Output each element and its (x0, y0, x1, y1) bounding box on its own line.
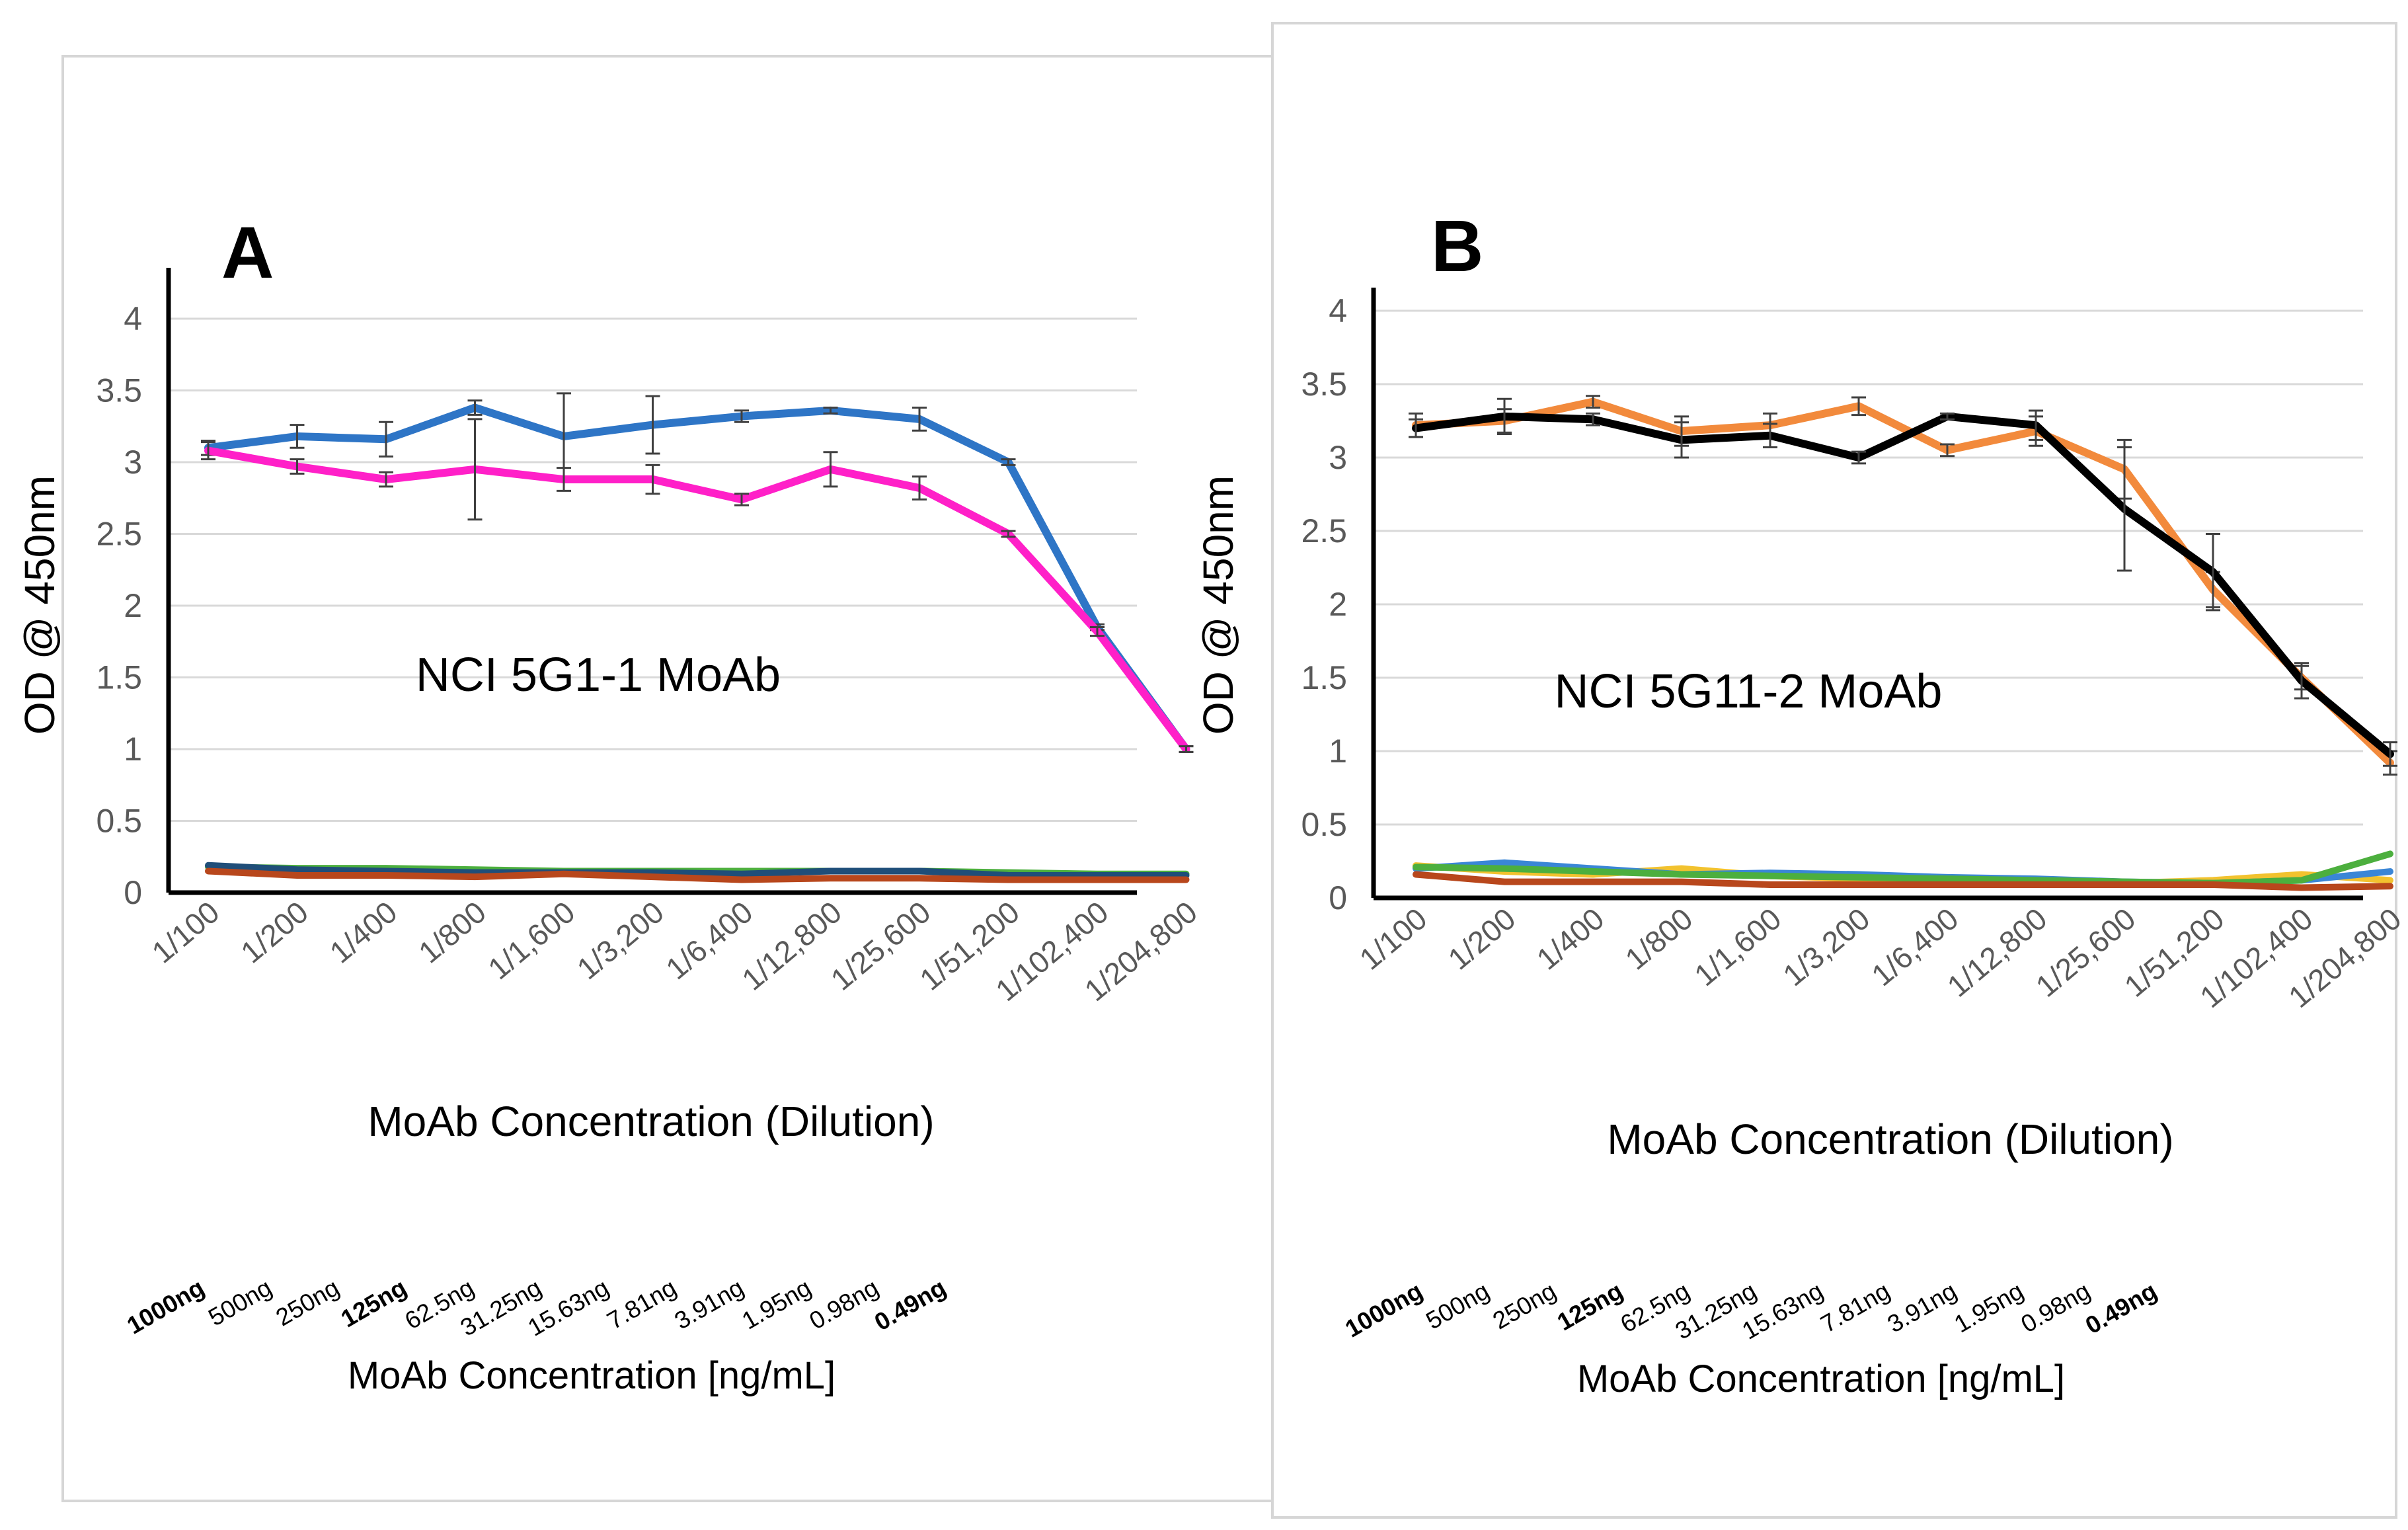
panel-b: B 00.511.522.533.54 1/100 1/200 1/400 1/800… (1194, 22, 2407, 1519)
panel-a-series-magenta-error-bar (912, 475, 927, 501)
panel-b-series (1409, 395, 2397, 891)
panel-b-y-tick-label: 0.5 (1301, 806, 1347, 843)
panel-a-series-blue-error-bar (734, 409, 749, 423)
panel-a-series-magenta-error-bar (557, 467, 571, 492)
panel-b-y-tick-label: 1 (1329, 733, 1347, 770)
panel-b-y-tick-label: 3.5 (1301, 366, 1347, 403)
panel-a-series-magenta-line (204, 446, 1190, 753)
panel-b-y-tick-label: 3 (1329, 439, 1347, 476)
panel-b-series-brown-line (1413, 871, 2393, 891)
panel-a-series-blue-error-bar (912, 407, 927, 432)
panel-a-series-magenta-error-bar (823, 451, 838, 488)
panel-a-series-blue-error-bar (379, 421, 393, 458)
panel-a-y-tick-label: 1 (124, 731, 142, 768)
panel-a-series-blue-error-bar (645, 395, 660, 455)
panel-b-x-label: MoAb Concentration (Dilution) (1607, 1115, 2173, 1163)
panel-a-x-label: MoAb Concentration (Dilution) (368, 1098, 934, 1145)
panel-b-series-black-error-bar (2029, 409, 2043, 441)
panel-b-y-tick-label: 2.5 (1301, 512, 1347, 549)
panel-a-y-tick-label: 1.5 (96, 659, 142, 696)
panel-b-series-black-error-bar (2294, 662, 2309, 700)
panel-b-y-tick-label: 1.5 (1301, 659, 1347, 696)
panel-a-series-blue-error-bar (1001, 458, 1016, 466)
panel-b-series-black-error-bar (1409, 418, 1423, 438)
panel-a-series-magenta-error-bar (467, 418, 483, 521)
panel-a-y-tick-label: 2.5 (96, 516, 142, 553)
panel-a-y-tick-label: 2 (124, 587, 142, 624)
panel-b-gridlines (1374, 309, 2363, 826)
panel-b-concentration-title: MoAb Concentration [ng/mL] (1577, 1357, 2065, 1400)
panel-b-series-orange-error-bar (1940, 443, 1955, 458)
panel-a-series-navy-line (205, 862, 1190, 879)
panel-a-letter: A (221, 212, 274, 294)
panel-b-series-black-error-bar (2117, 446, 2132, 572)
panel-a-gridlines (169, 317, 1137, 822)
panel-b-series-black-error-bar (1674, 421, 1689, 459)
panel-b-frame (1271, 22, 2397, 1519)
panel-b-y-label: OD @ 450nm (1194, 475, 1242, 735)
panel-a-y-tick-label: 3 (124, 444, 142, 481)
panel-a-frame (61, 55, 1274, 1502)
panel-a-series-magenta-error-bar (201, 441, 215, 461)
panel-b-y-tick-label: 0 (1329, 879, 1347, 916)
panel-a-y-tick-label: 4 (124, 300, 142, 337)
panel-b-series-orange-error-bar (1586, 395, 1600, 409)
panel-b-series-orange-error-bar (1851, 396, 1866, 417)
panel-a-series-magenta-error-bar (645, 463, 660, 495)
panel-a-y-tick-label: 0.5 (96, 803, 142, 840)
panel-a-series-blue-error-bar (823, 407, 838, 415)
panel-a-series-magenta-error-bar (290, 458, 305, 475)
panel-a-series-blue-error-bar (290, 424, 305, 449)
panel-b-y-tick-label: 4 (1329, 292, 1347, 329)
panel-b-y-ticks: 0 0.5 1 1.5 2 2.5 3 3.5 4 (1301, 292, 1347, 916)
panel-b-letter: B (1431, 206, 1483, 287)
panel-a-series-magenta-error-bar (1001, 530, 1016, 538)
panel-a-series-magenta-error-bar (1090, 626, 1105, 637)
panel-a-concentration-title: MoAb Concentration [ng/mL] (348, 1354, 835, 1397)
panel-a-series-blue-error-bar (467, 399, 483, 416)
panel-a-series-magenta-error-bar (1179, 745, 1194, 753)
panel-b-series-black-error-bar (1497, 397, 1512, 435)
panel-a: A 00.511.522.533.54 1/100 1/200 1/400 1/800… (16, 55, 1274, 1502)
panel-b-series-orange-line (1412, 397, 2394, 767)
panel-b-series-black-error-bar (2206, 532, 2220, 612)
panel-a-y-tick-label: 3.5 (96, 372, 142, 409)
panel-a-annotation: NCI 5G1-1 MoAb (416, 649, 781, 702)
panel-a-series (201, 392, 1194, 883)
panel-a-series-magenta-error-bar (734, 493, 749, 506)
panel-b-series-black-error-bar (1586, 412, 1600, 426)
panel-a-y-tick-label: 0 (124, 874, 142, 911)
panel-a-series-blue-line (204, 403, 1190, 753)
panel-b-series-black-error-bar (1763, 423, 1777, 448)
panel-b-series-black-line (1412, 412, 2394, 758)
panel-a-y-ticks: 0 0.5 1 1.5 2 2.5 3 3.5 4 (96, 300, 142, 911)
panel-b-y-tick-label: 2 (1329, 586, 1347, 623)
panel-b-series-black-error-bar (1851, 450, 1866, 465)
panel-a-y-label: OD @ 450nm (16, 475, 63, 735)
panel-b-series-black-error-bar (1940, 412, 1955, 421)
panel-a-series-brown-line (205, 867, 1190, 883)
panel-b-series-black-error-bar (2383, 741, 2397, 767)
panel-b-annotation: NCI 5G11-2 MoAb (1555, 665, 1943, 718)
panel-a-series-magenta-error-bar (379, 471, 393, 488)
